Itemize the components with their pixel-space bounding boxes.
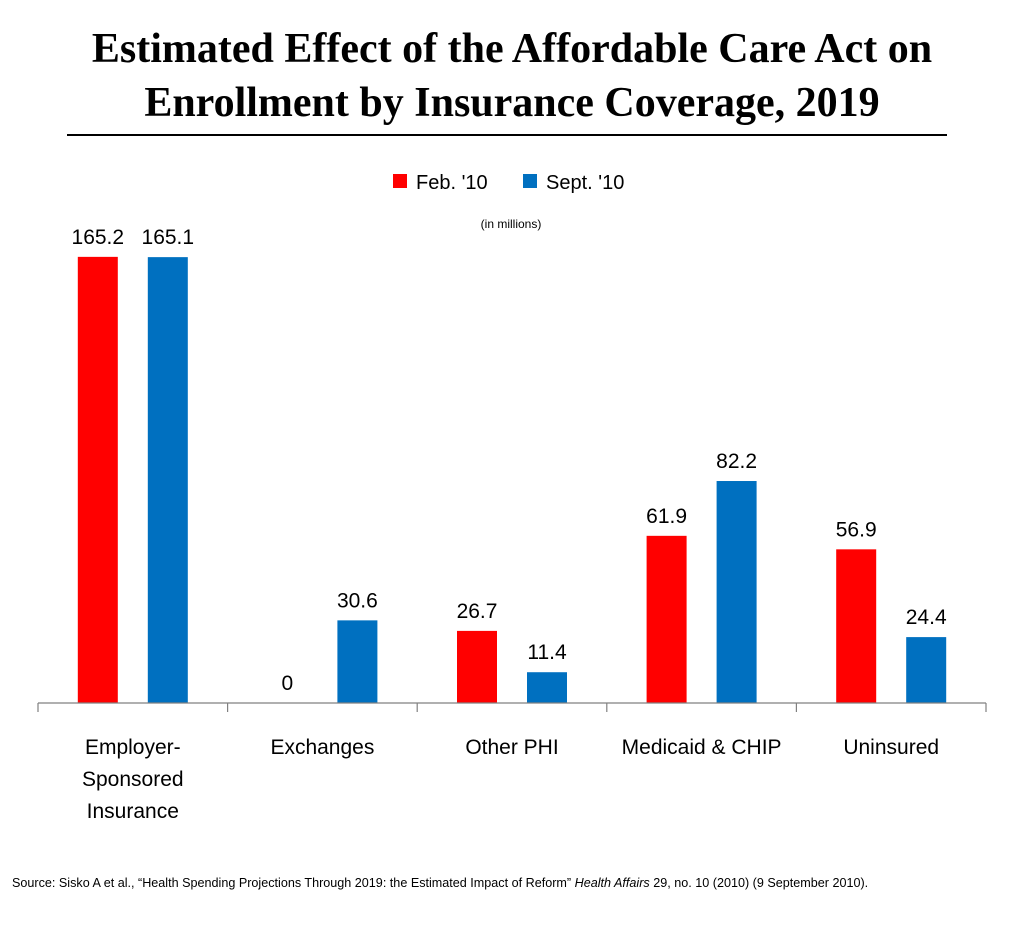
title-line-2: Enrollment by Insurance Coverage, 2019 [144,80,880,126]
data-label-uninsured-feb-10: 56.9 [836,518,877,541]
legend-item-sept-10: Sept. '10 [523,172,624,194]
data-label-employer-sponsored-insurance-sept-10: 165.1 [142,226,195,249]
bar-employer-sponsored-insurance-feb-10 [77,256,118,703]
legend: Feb. '10 Sept. '10 [393,172,624,194]
unit-label: (in millions) [481,217,542,231]
bar-medicaid-chip-feb-10 [646,535,687,703]
data-label-medicaid-chip-feb-10: 61.9 [646,505,687,528]
legend-swatch-sept-10 [523,174,537,188]
data-label-uninsured-sept-10: 24.4 [906,606,947,629]
tick-label-other-phi-1: Other PHI [465,736,558,759]
source-suffix: 29, no. 10 (2010) (9 September 2010). [649,876,869,890]
bar-uninsured-sept-10 [906,637,947,703]
bar-uninsured-feb-10 [836,549,877,703]
source-note: Source: Sisko A et al., “Health Spending… [12,876,1022,890]
data-label-exchanges-feb-10: 0 [282,672,294,695]
x-axis: Employer- Sponsored Insurance Exchanges Othe… [37,702,987,823]
bar-other-phi-sept-10 [527,672,567,703]
bar-exchanges-sept-10 [337,620,378,703]
tick-label-employer-sponsored-insurance-3: Insurance [87,800,179,823]
chart-title: Estimated Effect of the Affordable Care … [0,22,1024,130]
bars-group [77,256,947,703]
data-label-other-phi-sept-10: 11.4 [527,641,567,664]
legend-item-feb-10: Feb. '10 [393,172,488,194]
legend-label-feb-10: Feb. '10 [416,172,488,194]
source-journal: Health Affairs [574,876,650,890]
title-line-1: Estimated Effect of the Affordable Care … [91,26,933,72]
source-prefix: Source: Sisko A et al., “Health Spending… [12,876,575,890]
bar-chart: Feb. '10 Sept. '10 (in millions) 165.2 165… [37,172,987,823]
data-label-exchanges-sept-10: 30.6 [337,589,378,612]
tick-label-uninsured-1: Uninsured [843,736,939,759]
bar-other-phi-feb-10 [457,630,497,703]
tick-label-employer-sponsored-insurance-1: Employer- [85,736,181,759]
tick-label-exchanges-1: Exchanges [270,736,374,759]
data-label-medicaid-chip-sept-10: 82.2 [716,450,757,473]
tick-label-employer-sponsored-insurance-2: Sponsored [82,768,184,791]
bar-medicaid-chip-sept-10 [716,481,757,703]
legend-swatch-feb-10 [393,174,407,188]
data-labels-group: 165.2 165.1 0 30.6 26.7 11.4 61.9 82.2 56.9 24.4 [72,226,947,695]
data-label-employer-sponsored-insurance-feb-10: 165.2 [72,226,125,249]
title-underline [67,134,947,136]
data-label-other-phi-feb-10: 26.7 [457,600,498,623]
legend-label-sept-10: Sept. '10 [546,172,624,194]
bar-employer-sponsored-insurance-sept-10 [147,257,188,703]
tick-label-medicaid-chip-1: Medicaid & CHIP [622,736,782,759]
